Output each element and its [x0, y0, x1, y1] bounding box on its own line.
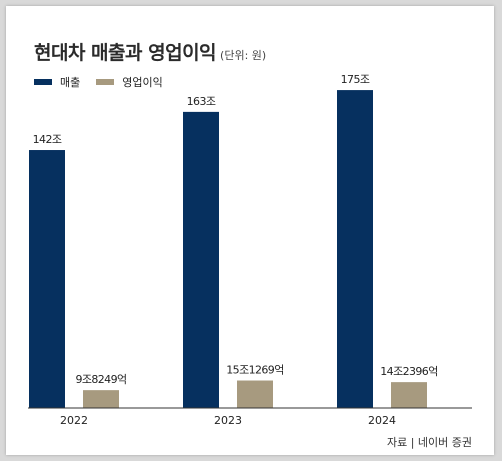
legend-label-operating-profit: 영업이익: [122, 76, 163, 89]
data-label-revenue-2023: 163조: [187, 95, 216, 108]
data-label-operating-profit-2024: 14조2396억: [380, 365, 437, 378]
bar-chart: 142조 9조8249억 2022 163조 15조1269억 2023 175조 14조23…: [28, 73, 472, 427]
bar-revenue-2023: [183, 111, 219, 408]
legend: 매출 영업이익: [34, 74, 179, 90]
x-tick-label-2022: 2022: [60, 414, 88, 427]
x-tick-label-2023: 2023: [214, 414, 242, 427]
chart-card: 현대차 매출과 영업이익 (단위: 원) 매출 영업이익 142조 9조8249억 2…: [6, 6, 494, 455]
data-label-revenue-2022: 142조: [33, 133, 62, 146]
data-label-operating-profit-2022: 9조8249억: [75, 373, 126, 386]
chart-title: 현대차 매출과 영업이익: [34, 42, 217, 64]
legend-item-revenue: 매출: [34, 74, 80, 90]
legend-swatch-operating-profit: [96, 79, 115, 85]
bar-revenue-2022: [29, 150, 65, 409]
data-label-revenue-2024: 175조: [341, 73, 370, 86]
bar-operating-profit-2022: [83, 390, 119, 408]
bar-operating-profit-2024: [391, 382, 427, 408]
x-tick-label-2024: 2024: [368, 414, 396, 427]
bar-revenue-2024: [337, 90, 373, 408]
data-label-operating-profit-2023: 15조1269억: [226, 364, 283, 377]
source-note: 자료 | 네이버 증권: [386, 436, 472, 449]
legend-swatch-revenue: [34, 79, 52, 85]
bar-operating-profit-2023: [237, 380, 273, 408]
title-block: 현대차 매출과 영업이익 (단위: 원): [34, 38, 266, 65]
legend-item-operating-profit: 영업이익: [96, 74, 163, 90]
legend-label-revenue: 매출: [60, 76, 81, 89]
unit-label: (단위: 원): [220, 49, 267, 62]
